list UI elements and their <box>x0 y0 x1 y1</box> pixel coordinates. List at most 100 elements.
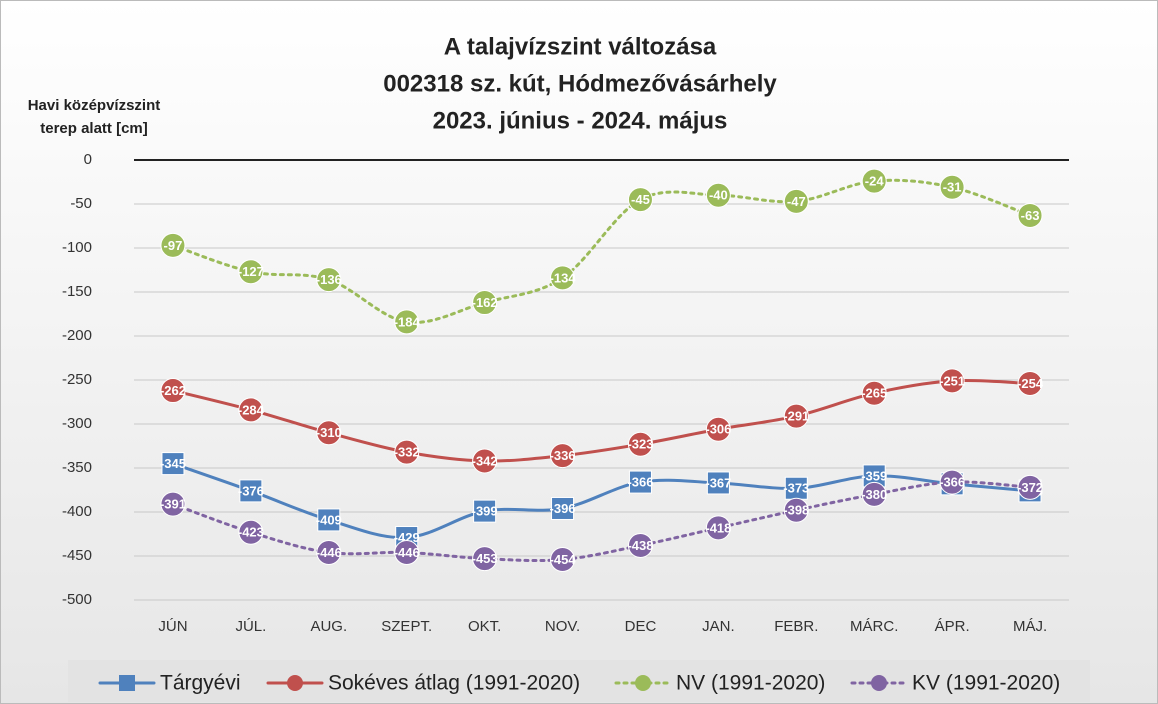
data-label: -418 <box>705 520 731 535</box>
data-label: -423 <box>238 525 264 540</box>
marker <box>317 508 341 532</box>
marker <box>628 470 652 494</box>
marker <box>316 539 342 565</box>
data-label: -373 <box>783 481 809 496</box>
marker <box>161 452 185 476</box>
data-label: -429 <box>394 530 420 545</box>
marker <box>627 187 653 213</box>
marker <box>472 546 498 572</box>
legend-marker <box>635 675 651 691</box>
data-label: -376 <box>238 483 264 498</box>
data-label: -134 <box>550 270 577 285</box>
data-label: -24 <box>865 174 885 189</box>
y-tick-label: -350 <box>62 459 92 476</box>
legend-marker <box>871 675 887 691</box>
y-tick-label: 0 <box>84 151 92 168</box>
marker <box>861 481 887 507</box>
legend-label: Sokéves átlag (1991-2020) <box>328 672 580 695</box>
marker <box>316 267 342 293</box>
data-label: -366 <box>939 475 965 490</box>
data-label: -40 <box>709 188 728 203</box>
data-label: -446 <box>316 545 342 560</box>
marker <box>1017 371 1043 397</box>
data-label: -162 <box>472 295 498 310</box>
x-tick-label: OKT. <box>468 618 501 635</box>
y-tick-label: -300 <box>62 415 92 432</box>
legend-marker <box>287 675 303 691</box>
legend-marker <box>119 675 135 691</box>
data-label: -398 <box>783 503 809 518</box>
marker <box>705 182 731 208</box>
marker <box>550 265 576 291</box>
marker <box>861 168 887 194</box>
data-label: -265 <box>861 386 887 401</box>
data-label: -251 <box>939 373 965 388</box>
marker <box>160 378 186 404</box>
marker <box>939 368 965 394</box>
data-label: -332 <box>394 445 420 460</box>
chart-title: 002318 sz. kút, Hódmezővásárhely <box>383 70 777 97</box>
data-label: -306 <box>705 422 731 437</box>
marker <box>238 397 264 423</box>
data-label: -254 <box>1017 376 1044 391</box>
marker <box>473 499 497 523</box>
data-label: -310 <box>316 425 342 440</box>
data-label: -391 <box>160 497 186 512</box>
x-tick-label: SZEPT. <box>381 618 432 635</box>
marker <box>238 519 264 545</box>
data-label: -380 <box>861 487 887 502</box>
marker <box>627 431 653 457</box>
marker <box>705 416 731 442</box>
legend-label: NV (1991-2020) <box>676 672 825 695</box>
data-label: -136 <box>316 272 342 287</box>
data-label: -446 <box>394 545 420 560</box>
x-tick-label: ÁPR. <box>935 618 970 635</box>
marker <box>550 443 576 469</box>
series-line <box>171 178 1032 325</box>
marker <box>861 380 887 406</box>
data-label: -31 <box>943 180 962 195</box>
chart-title: 2023. június - 2024. május <box>433 107 728 134</box>
y-tick-label: -200 <box>62 327 92 344</box>
data-label: -45 <box>631 192 650 207</box>
x-tick-label: AUG. <box>310 618 347 635</box>
x-tick-label: MÁRC. <box>850 618 898 635</box>
marker <box>627 532 653 558</box>
data-label: -262 <box>160 383 186 398</box>
marker <box>394 309 420 335</box>
data-label: -127 <box>238 264 264 279</box>
data-label: -454 <box>550 552 577 567</box>
marker <box>783 497 809 523</box>
x-tick-label: FEBR. <box>774 618 818 635</box>
data-label: -396 <box>550 501 576 516</box>
marker <box>472 448 498 474</box>
marker <box>394 439 420 465</box>
y-tick-label: -500 <box>62 591 92 608</box>
data-label: -345 <box>160 456 186 471</box>
data-label: -367 <box>705 475 731 490</box>
marker <box>239 479 263 503</box>
marker <box>238 259 264 285</box>
y-tick-label: -400 <box>62 503 92 520</box>
marker <box>551 496 575 520</box>
y-axis-label: terep alatt [cm] <box>40 120 148 137</box>
marker <box>939 174 965 200</box>
legend-label: KV (1991-2020) <box>912 672 1060 695</box>
data-label: -63 <box>1021 208 1040 223</box>
marker <box>394 539 420 565</box>
x-tick-label: NOV. <box>545 618 580 635</box>
marker <box>472 290 498 316</box>
y-axis-label: Havi középvízszint <box>28 97 161 114</box>
marker <box>706 471 730 495</box>
marker <box>1017 202 1043 228</box>
x-tick-label: MÁJ. <box>1013 618 1047 635</box>
marker <box>1017 474 1043 500</box>
data-label: -336 <box>550 448 576 463</box>
data-label: -359 <box>861 468 887 483</box>
x-tick-label: JÚL. <box>235 618 266 635</box>
marker <box>316 420 342 446</box>
legend-label: Tárgyévi <box>160 672 241 695</box>
x-tick-label: DEC <box>625 618 657 635</box>
